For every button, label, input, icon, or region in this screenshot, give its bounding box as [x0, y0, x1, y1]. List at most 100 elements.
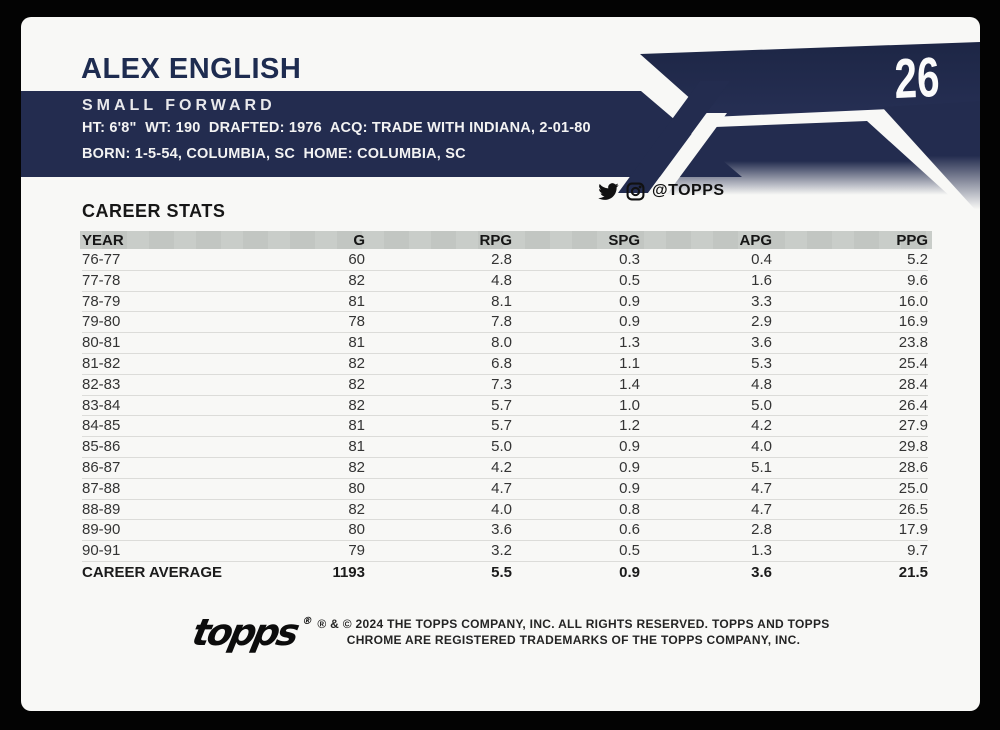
cell-year: 81-82 — [82, 354, 121, 372]
stats-title: CAREER STATS — [82, 201, 226, 221]
cell-ppg: 16.9 — [898, 313, 928, 331]
stats-career-average-row: CAREER AVERAGE 1193 5.5 0.9 3.6 21.5 — [82, 562, 928, 584]
cell-apg: 2.8 — [751, 521, 772, 539]
stats-row: 90-91 79 3.2 0.5 1.3 9.7 — [82, 541, 928, 562]
cell-ppg: 25.0 — [898, 479, 928, 497]
stats-row: 78-79 81 8.1 0.9 3.3 16.0 — [82, 292, 928, 313]
cell-spg: 1.4 — [619, 375, 640, 393]
cell-apg: 4.7 — [751, 479, 772, 497]
stats-row: 76-77 60 2.8 0.3 0.4 5.2 — [82, 250, 928, 271]
cell-apg: 1.3 — [751, 542, 772, 560]
bio-line-physical: HT: 6'8" WT: 190 DRAFTED: 1976 ACQ: TRAD… — [82, 120, 591, 136]
stats-row: 89-90 80 3.6 0.6 2.8 17.9 — [82, 520, 928, 542]
cell-ppg: 29.8 — [898, 438, 928, 456]
cell-spg: 0.6 — [619, 521, 640, 539]
cell-g: 82 — [348, 500, 365, 518]
cell-spg: 0.5 — [619, 542, 640, 560]
topps-logo: topps® — [188, 611, 313, 654]
cell-rpg: 4.0 — [491, 500, 512, 518]
cell-g: 82 — [348, 458, 365, 476]
topps-logo-text: topps — [188, 611, 301, 654]
stats-row: 81-82 82 6.8 1.1 5.3 25.4 — [82, 354, 928, 375]
cell-g: 81 — [348, 292, 365, 310]
cell-year: 84-85 — [82, 417, 121, 435]
cell-rpg: 2.8 — [491, 251, 512, 268]
cell-g: 80 — [348, 521, 365, 539]
cell-spg: 0.8 — [619, 500, 640, 518]
player-name: ALEX ENGLISH — [81, 53, 302, 85]
cell-spg: 0.9 — [619, 313, 640, 331]
cell-g: 60 — [348, 251, 365, 268]
stats-row: 87-88 80 4.7 0.9 4.7 25.0 — [82, 479, 928, 500]
cell-rpg: 5.5 — [491, 563, 512, 581]
cell-ppg: 16.0 — [898, 292, 928, 310]
cell-year: 83-84 — [82, 396, 121, 414]
copyright-text: ® & © 2024 THE TOPPS COMPANY, INC. ALL R… — [316, 617, 831, 648]
cell-apg: 3.3 — [751, 292, 772, 310]
cell-year: 79-80 — [82, 313, 121, 331]
cell-apg: 4.8 — [751, 375, 772, 393]
cell-apg: 2.9 — [751, 313, 772, 331]
stats-row: 77-78 82 4.8 0.5 1.6 9.6 — [82, 271, 928, 292]
cell-ppg: 9.7 — [907, 542, 928, 560]
cell-spg: 1.3 — [619, 334, 640, 352]
cell-spg: 0.9 — [619, 479, 640, 497]
cell-ppg: 23.8 — [898, 334, 928, 352]
cell-g: 82 — [348, 396, 365, 414]
cell-year: 88-89 — [82, 500, 121, 518]
x-cross-stroke — [618, 81, 730, 193]
col-header-year: YEAR — [82, 231, 124, 249]
cell-ppg: 28.4 — [898, 375, 928, 393]
cell-year: CAREER AVERAGE — [82, 563, 223, 581]
cell-year: 76-77 — [82, 251, 121, 268]
copyright-line-2: CHROME ARE REGISTERED TRADEMARKS OF THE … — [346, 632, 801, 647]
cell-rpg: 8.0 — [491, 334, 512, 352]
cell-g: 82 — [348, 375, 365, 393]
cell-spg: 0.5 — [619, 271, 640, 289]
cell-year: 86-87 — [82, 458, 121, 476]
stats-row: 85-86 81 5.0 0.9 4.0 29.8 — [82, 437, 928, 458]
cell-rpg: 5.7 — [491, 396, 512, 414]
cell-year: 77-78 — [82, 271, 121, 289]
cell-ppg: 9.6 — [907, 271, 928, 289]
cell-ppg: 27.9 — [898, 417, 928, 435]
stats-row: 80-81 81 8.0 1.3 3.6 23.8 — [82, 333, 928, 354]
cell-g: 80 — [348, 479, 365, 497]
cell-spg: 0.9 — [619, 292, 640, 310]
cell-apg: 0.4 — [751, 251, 772, 268]
cell-rpg: 4.2 — [491, 458, 512, 476]
cell-apg: 5.0 — [751, 396, 772, 414]
cell-apg: 1.6 — [751, 271, 772, 289]
cell-g: 81 — [348, 417, 365, 435]
cell-apg: 5.3 — [751, 354, 772, 372]
cell-ppg: 21.5 — [898, 563, 928, 581]
social-row: @TOPPS — [598, 180, 725, 202]
cell-rpg: 7.3 — [491, 375, 512, 393]
col-header-rpg: RPG — [479, 231, 512, 249]
col-header-ppg: PPG — [896, 231, 928, 249]
stats-header: YEAR G RPG SPG APG PPG — [80, 231, 932, 249]
col-header-spg: SPG — [608, 231, 640, 249]
right-corner-shape — [882, 101, 980, 215]
cell-rpg: 5.0 — [491, 438, 512, 456]
cell-rpg: 3.2 — [491, 542, 512, 560]
cell-spg: 0.3 — [619, 251, 640, 268]
cell-rpg: 8.1 — [491, 292, 512, 310]
cell-apg: 5.1 — [751, 458, 772, 476]
stats-row: 82-83 82 7.3 1.4 4.8 28.4 — [82, 375, 928, 396]
copyright-line-1: ® & © 2024 THE TOPPS COMPANY, INC. ALL R… — [317, 617, 830, 631]
cell-g: 81 — [348, 334, 365, 352]
stats-row: 79-80 78 7.8 0.9 2.9 16.9 — [82, 312, 928, 334]
cell-g: 78 — [348, 313, 365, 331]
card-number: 26 — [893, 44, 941, 111]
cell-rpg: 4.8 — [491, 271, 512, 289]
stats-row: 84-85 81 5.7 1.2 4.2 27.9 — [82, 416, 928, 438]
cell-ppg: 5.2 — [907, 251, 928, 268]
cell-rpg: 4.7 — [491, 479, 512, 497]
cell-rpg: 6.8 — [491, 354, 512, 372]
cell-spg: 0.9 — [619, 438, 640, 456]
cell-apg: 3.6 — [751, 334, 772, 352]
col-header-g: G — [353, 231, 365, 249]
stats-row: 86-87 82 4.2 0.9 5.1 28.6 — [82, 458, 928, 479]
cell-ppg: 26.5 — [898, 500, 928, 518]
